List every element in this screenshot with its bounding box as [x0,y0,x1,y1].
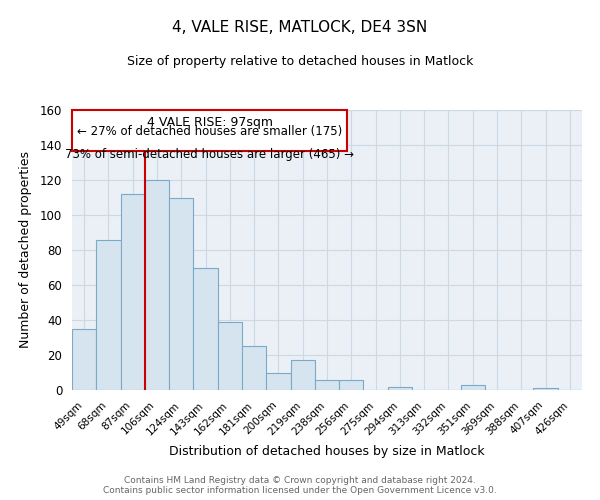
Bar [339,380,364,390]
Text: Contains HM Land Registry data © Crown copyright and database right 2024.
Contai: Contains HM Land Registry data © Crown c… [103,476,497,495]
Text: 4, VALE RISE, MATLOCK, DE4 3SN: 4, VALE RISE, MATLOCK, DE4 3SN [172,20,428,35]
Bar [169,198,193,390]
Bar [145,180,169,390]
Bar [193,268,218,390]
Bar [388,386,412,390]
Bar [266,372,290,390]
Bar [533,388,558,390]
Bar [315,380,339,390]
Text: ← 27% of detached houses are smaller (175): ← 27% of detached houses are smaller (17… [77,126,343,138]
Bar [218,322,242,390]
FancyBboxPatch shape [72,110,347,150]
Text: Size of property relative to detached houses in Matlock: Size of property relative to detached ho… [127,55,473,68]
Bar [461,385,485,390]
Text: 73% of semi-detached houses are larger (465) →: 73% of semi-detached houses are larger (… [65,148,354,161]
Y-axis label: Number of detached properties: Number of detached properties [19,152,32,348]
Text: 4 VALE RISE: 97sqm: 4 VALE RISE: 97sqm [147,116,273,128]
Bar [72,329,96,390]
Bar [242,346,266,390]
Bar [96,240,121,390]
Bar [121,194,145,390]
X-axis label: Distribution of detached houses by size in Matlock: Distribution of detached houses by size … [169,445,485,458]
Bar [290,360,315,390]
